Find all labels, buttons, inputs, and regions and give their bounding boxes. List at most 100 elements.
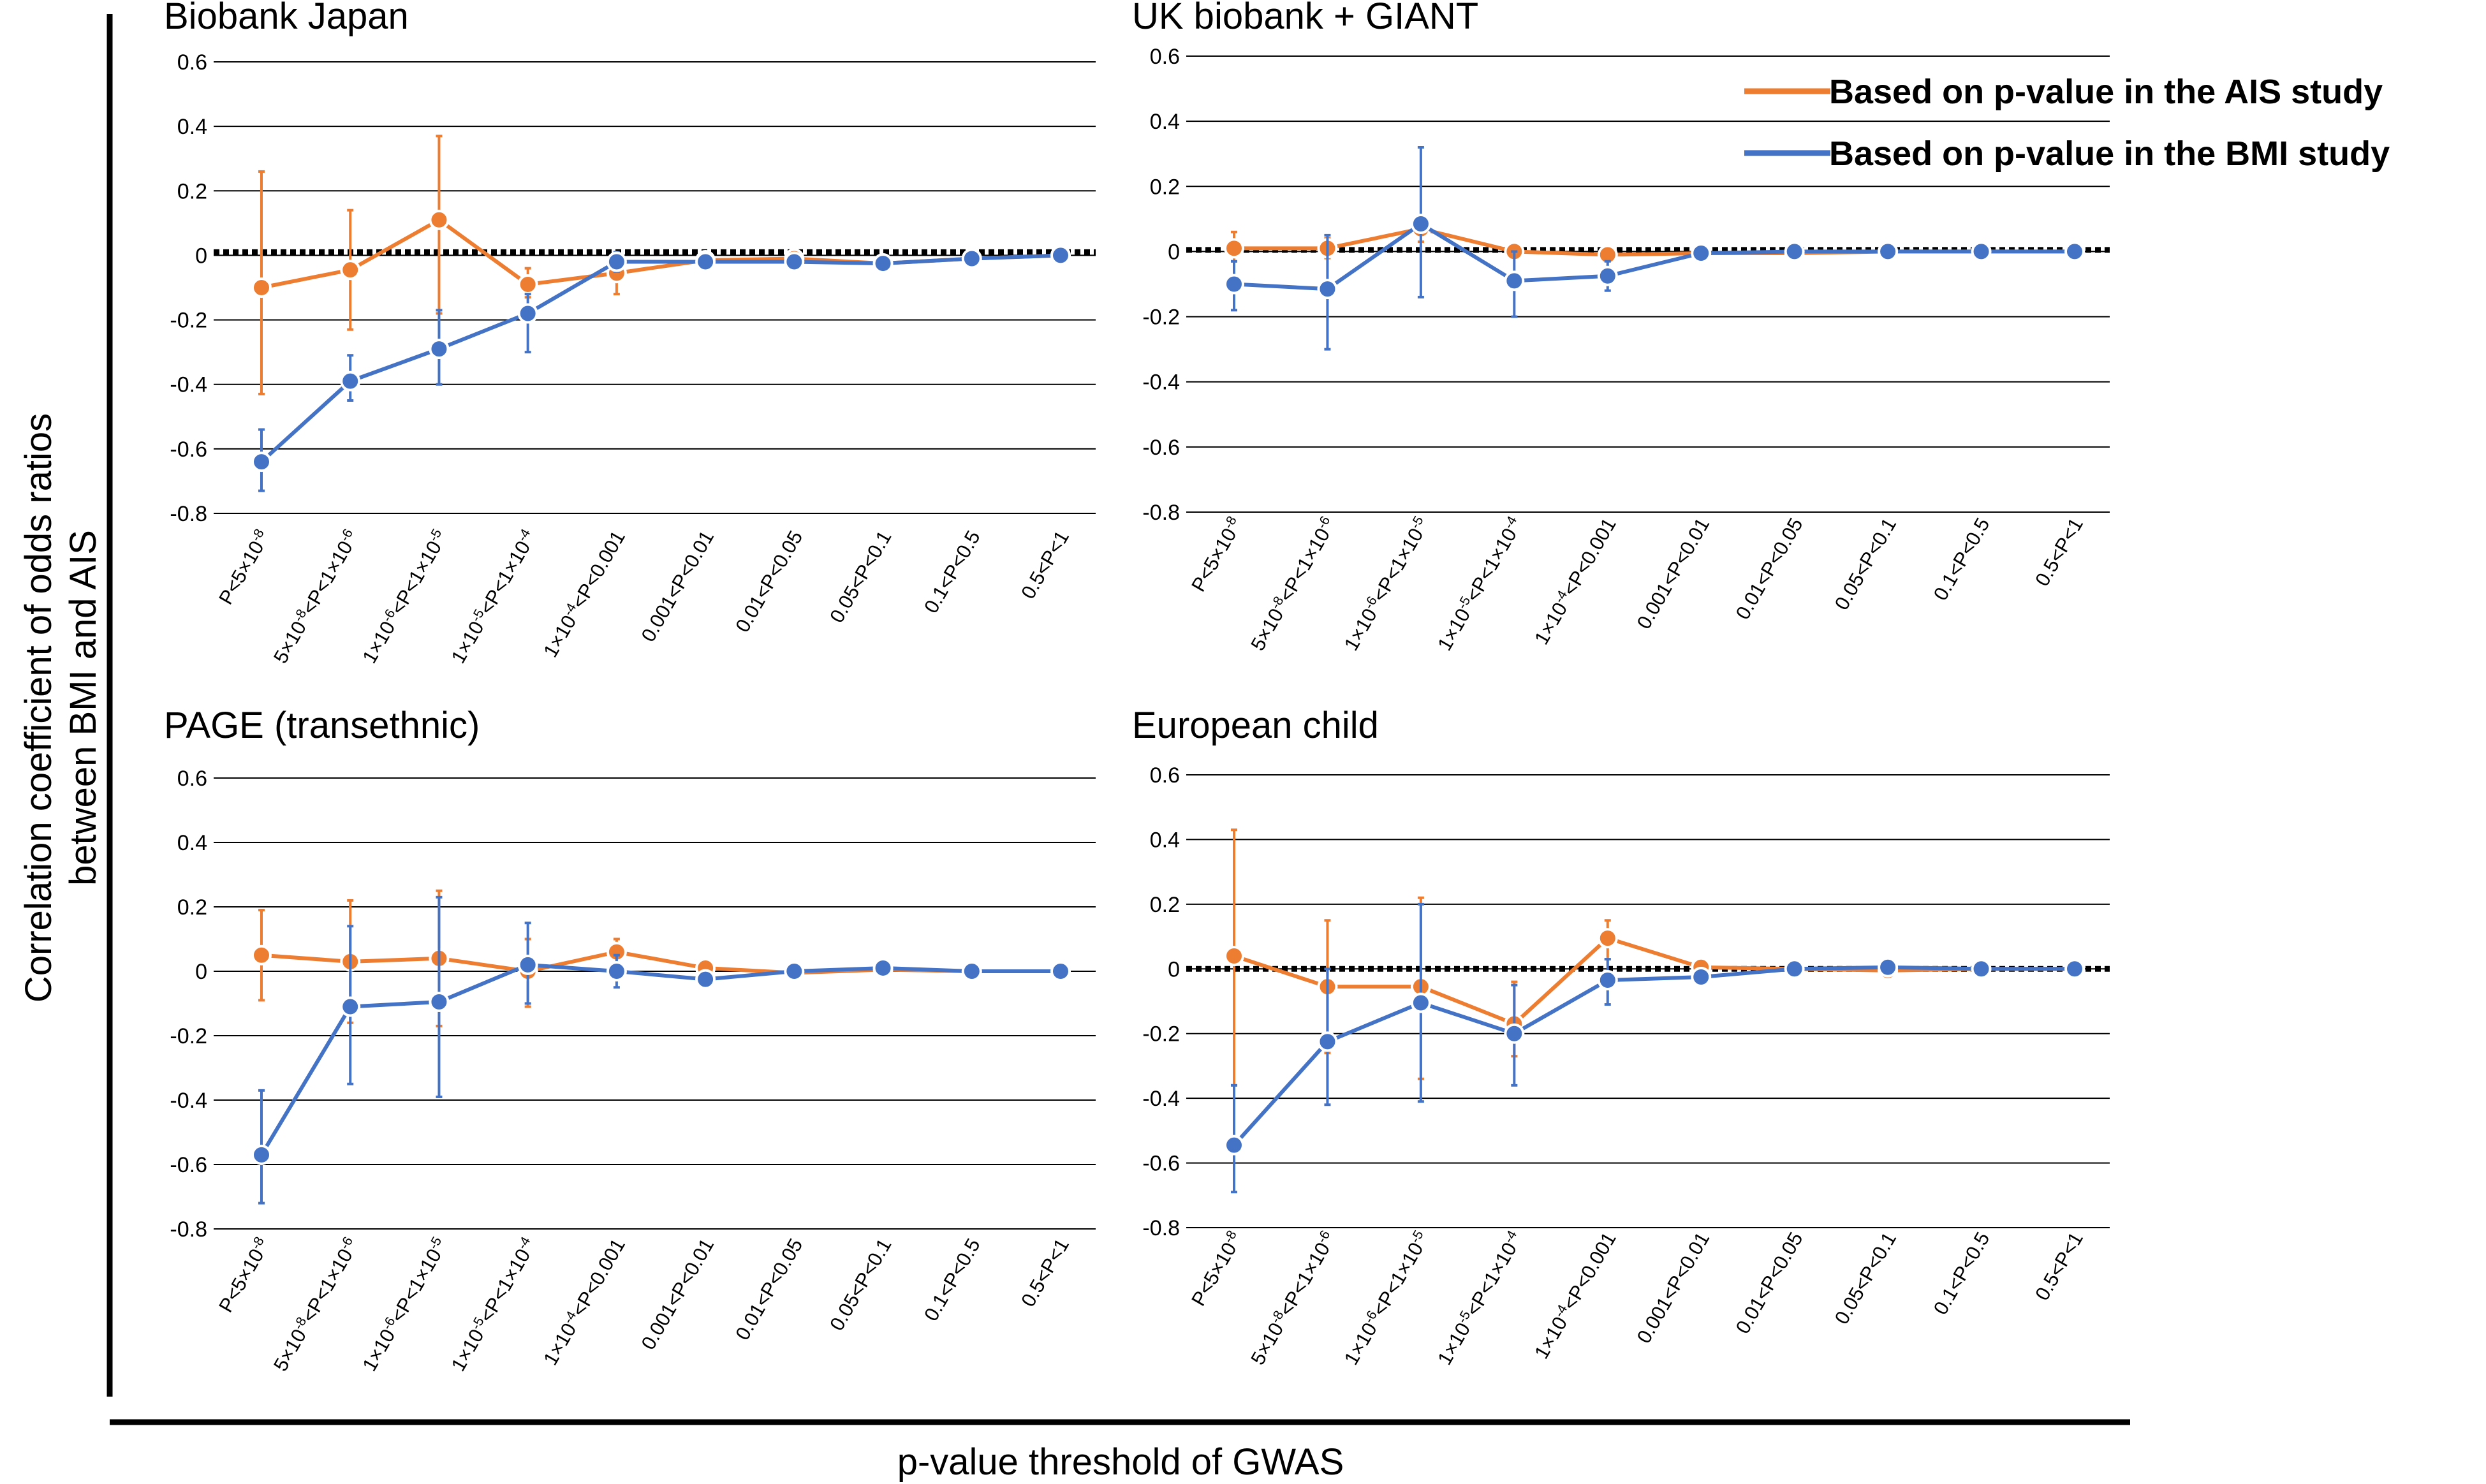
data-point xyxy=(961,961,982,981)
data-point xyxy=(1224,238,1244,259)
data-point xyxy=(340,260,361,281)
data-point xyxy=(1317,279,1338,300)
data-point xyxy=(1971,241,1992,262)
data-point xyxy=(1317,1031,1338,1052)
data-point xyxy=(1050,961,1071,981)
series-based-on-p-value-in-the-bmi-study xyxy=(251,245,1071,492)
y-tick-label: -0.8 xyxy=(170,1217,207,1242)
data-point xyxy=(1410,992,1431,1013)
y-tick-label: -0.2 xyxy=(1142,1022,1180,1047)
legend-label-bmi: Based on p-value in the BMI study xyxy=(1829,135,2390,173)
y-tick-label: 0.6 xyxy=(177,767,207,791)
data-point xyxy=(429,209,450,230)
data-point xyxy=(1691,966,1712,987)
y-tick-label: -0.8 xyxy=(1142,501,1180,525)
y-tick-label: -0.6 xyxy=(1142,1152,1180,1176)
y-axis-label: Correlation coefficient of odds ratios b… xyxy=(18,413,104,1003)
data-point xyxy=(1410,214,1431,235)
y-tick-label: 0.2 xyxy=(177,895,207,920)
y-tick-label: -0.4 xyxy=(170,373,207,397)
y-tick-label: 0 xyxy=(195,244,207,268)
data-point xyxy=(961,248,982,269)
y-tick-label: 0.4 xyxy=(1150,110,1180,134)
y-tick-label: 0.2 xyxy=(1150,175,1180,199)
data-point xyxy=(1784,241,1805,262)
x-axis-label: p-value threshold of GWAS xyxy=(897,1441,1344,1483)
data-point xyxy=(1784,959,1805,980)
series-line xyxy=(260,253,1061,464)
y-tick-label: -0.6 xyxy=(170,437,207,462)
y-tick-label: -0.2 xyxy=(170,309,207,333)
data-point xyxy=(251,452,272,473)
legend-label-ais: Based on p-value in the AIS study xyxy=(1829,73,2383,111)
data-point xyxy=(872,253,894,274)
y-tick-label: -0.2 xyxy=(1142,305,1180,330)
data-point xyxy=(1224,274,1244,295)
y-tick-label: 0.2 xyxy=(1150,893,1180,917)
data-point xyxy=(1050,245,1071,266)
data-point xyxy=(872,957,894,978)
y-tick-label: -0.6 xyxy=(1142,436,1180,460)
data-point xyxy=(1504,1023,1525,1044)
data-point xyxy=(251,944,272,966)
series-based-on-p-value-in-the-bmi-study xyxy=(1224,902,2085,1194)
data-point xyxy=(340,371,361,392)
data-point xyxy=(1504,270,1525,291)
series-based-on-p-value-in-the-bmi-study xyxy=(1224,146,2085,351)
data-point xyxy=(695,251,716,272)
data-point xyxy=(251,277,272,298)
y-tick-label: -0.8 xyxy=(170,502,207,526)
data-point xyxy=(1224,946,1244,966)
series-line xyxy=(260,962,1061,1156)
data-point xyxy=(2064,959,2085,980)
y-axis-label-line1: Correlation coefficient of odds ratios xyxy=(18,413,59,1003)
data-point xyxy=(1597,265,1618,286)
y-tick-label: 0 xyxy=(1168,240,1180,264)
y-tick-label: -0.2 xyxy=(170,1024,207,1048)
data-point xyxy=(1878,241,1899,262)
panel-title: European child xyxy=(1132,705,1379,746)
legend: Based on p-value in the AIS study Based … xyxy=(1744,73,2390,173)
y-tick-label: -0.4 xyxy=(1142,1087,1180,1111)
data-point xyxy=(1224,1135,1244,1156)
y-tick-label: 0.2 xyxy=(177,179,207,203)
data-point xyxy=(784,961,805,981)
y-tick-label: 0.6 xyxy=(1150,763,1180,788)
y-tick-label: 0.4 xyxy=(1150,828,1180,852)
data-point xyxy=(251,1144,272,1165)
data-point xyxy=(1691,242,1712,263)
y-tick-label: 0.6 xyxy=(1150,45,1180,69)
y-tick-label: 0.4 xyxy=(177,115,207,139)
data-point xyxy=(784,251,805,272)
data-point xyxy=(1597,928,1618,949)
y-tick-label: -0.4 xyxy=(1142,371,1180,395)
y-tick-label: -0.6 xyxy=(170,1153,207,1177)
data-point xyxy=(606,961,627,981)
data-point xyxy=(1971,959,1992,980)
y-tick-label: 0 xyxy=(1168,957,1180,981)
y-tick-label: 0 xyxy=(195,960,207,984)
panel-title: UK biobank + GIANT xyxy=(1132,0,1478,37)
data-point xyxy=(1878,957,1899,978)
panel-title: Biobank Japan xyxy=(164,0,409,37)
series-based-on-p-value-in-the-bmi-study xyxy=(251,895,1071,1205)
series-line xyxy=(1233,221,2075,291)
data-point xyxy=(517,954,538,975)
data-point xyxy=(1597,970,1618,991)
y-tick-label: 0.6 xyxy=(177,50,207,75)
y-tick-label: 0.4 xyxy=(177,831,207,855)
y-tick-label: -0.4 xyxy=(170,1089,207,1113)
data-point xyxy=(517,303,538,324)
y-tick-label: -0.8 xyxy=(1142,1216,1180,1240)
data-point xyxy=(340,996,361,1017)
data-point xyxy=(517,274,538,295)
data-point xyxy=(606,251,627,272)
data-point xyxy=(2064,241,2085,262)
y-axis-label-line2: between BMI and AIS xyxy=(63,530,104,886)
series-line xyxy=(1232,965,2075,1147)
data-point xyxy=(429,991,450,1012)
panel-title: PAGE (transethnic) xyxy=(164,705,480,746)
data-point xyxy=(429,339,450,360)
data-point xyxy=(695,969,716,990)
